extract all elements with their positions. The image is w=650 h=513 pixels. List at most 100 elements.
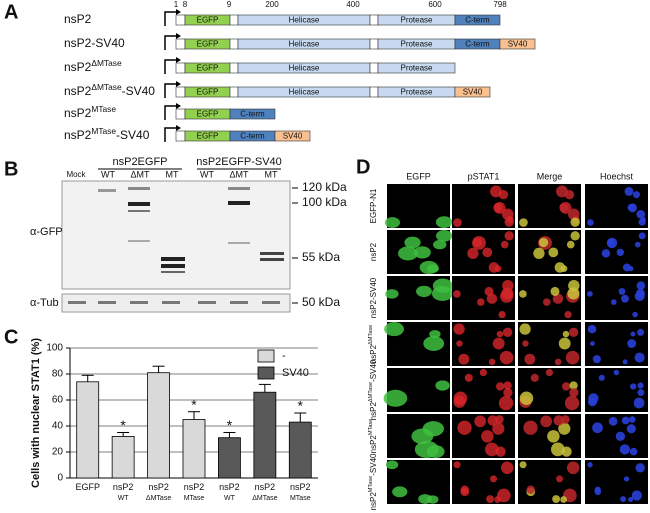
panel-label: B — [4, 158, 18, 180]
label-sup: MTase — [369, 476, 375, 492]
cell — [548, 247, 559, 258]
annotation: * — [191, 396, 197, 412]
cell — [453, 323, 465, 335]
cell — [568, 279, 580, 292]
cell — [629, 447, 638, 456]
domain — [175, 86, 186, 98]
label-suffix: -SV40 — [122, 84, 156, 98]
band — [128, 240, 150, 242]
promoter-arrow — [164, 59, 176, 74]
cell — [411, 428, 434, 445]
micrograph — [585, 414, 648, 458]
cell — [637, 382, 644, 389]
cell — [556, 185, 568, 198]
domain — [175, 108, 186, 120]
label-suffix: SV40 — [369, 277, 378, 297]
domain-label: C-term — [465, 40, 490, 49]
cell — [626, 424, 636, 434]
band — [98, 301, 116, 304]
domain-label: Helicase — [289, 88, 320, 97]
domain — [175, 62, 186, 74]
cell — [628, 203, 638, 213]
cell — [590, 341, 595, 346]
domain — [229, 14, 239, 26]
x-tick-line: ΔMTase — [146, 495, 171, 502]
micrograph — [452, 368, 515, 412]
label-name: nsP2 — [64, 84, 92, 98]
cell — [488, 358, 496, 366]
cell — [550, 286, 560, 296]
label-name: nsP2 — [64, 60, 92, 74]
cell — [601, 249, 611, 258]
bar — [218, 437, 241, 479]
cell — [608, 416, 618, 426]
lane-label: MT — [265, 169, 278, 179]
cell — [613, 369, 620, 376]
promoter-arrow — [164, 35, 176, 50]
domain — [454, 86, 491, 98]
label: EGFP-N1 — [369, 188, 378, 223]
cell — [637, 389, 645, 397]
y-tick-label: 40 — [52, 421, 64, 432]
cell — [628, 497, 634, 503]
label: nsP2 — [64, 12, 92, 26]
cell — [538, 237, 549, 248]
cell — [545, 368, 554, 377]
cell — [453, 391, 468, 406]
lane-label: WT — [200, 169, 214, 179]
cell — [610, 299, 617, 305]
arrow-head — [176, 125, 181, 131]
cell — [620, 496, 627, 503]
cell — [502, 279, 514, 292]
cell — [482, 247, 493, 258]
cell — [453, 218, 462, 227]
band — [262, 301, 280, 304]
domain — [175, 14, 186, 26]
label-name: nsP2 — [369, 242, 378, 261]
cell — [477, 298, 485, 306]
micrograph — [518, 368, 581, 412]
cell — [636, 281, 646, 290]
label-suffix: -SV40 — [369, 359, 378, 382]
cell — [383, 389, 408, 407]
x-tick-label: nsP2 ΔMTase — [252, 482, 277, 501]
x-tick-line: nsP2 — [113, 482, 134, 492]
lane-label: ΔMT — [229, 169, 249, 179]
cell — [522, 340, 529, 347]
cell — [562, 330, 570, 338]
cell — [493, 201, 506, 214]
marker-label: 50 kDa — [302, 295, 340, 309]
cell — [385, 460, 399, 470]
domain — [369, 86, 379, 98]
cell — [554, 358, 562, 366]
bar — [76, 381, 100, 479]
micrograph — [585, 460, 648, 504]
micrograph — [452, 230, 515, 274]
scale-label: 400 — [346, 0, 360, 9]
scale-label: 1 — [174, 0, 179, 9]
cell — [619, 444, 630, 455]
lane-label: ΔMT — [130, 169, 150, 179]
band — [128, 187, 150, 190]
label-sup: MTase — [91, 104, 116, 114]
annotation: * — [227, 417, 233, 433]
cell — [630, 383, 637, 390]
label: nsP2MTase — [64, 104, 116, 120]
label: nsP2MTase-SV40 — [369, 453, 378, 511]
cell — [618, 288, 626, 295]
cell — [530, 373, 539, 382]
label-name: EGFP-N1 — [369, 188, 378, 223]
cell — [500, 240, 509, 249]
domain-label: C-term — [465, 16, 490, 25]
cell — [540, 415, 552, 428]
cell — [519, 218, 528, 227]
cell — [472, 237, 483, 248]
cell — [556, 475, 564, 483]
cell — [592, 422, 603, 434]
cell — [592, 355, 601, 364]
domain — [369, 38, 379, 50]
cell — [621, 294, 629, 303]
cell — [519, 391, 534, 406]
domain-label: Protease — [400, 88, 433, 97]
micrograph — [385, 276, 454, 320]
